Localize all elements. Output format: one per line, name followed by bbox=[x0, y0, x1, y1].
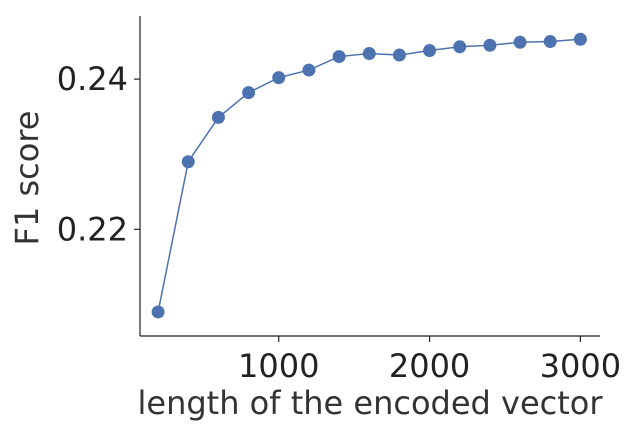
data-point bbox=[543, 35, 557, 49]
data-point bbox=[483, 38, 497, 52]
axes: 1000 2000 3000 0.22 0.24 bbox=[57, 16, 621, 385]
data-point bbox=[211, 110, 225, 124]
data-point bbox=[573, 32, 587, 46]
x-tick-label: 1000 bbox=[238, 347, 319, 385]
x-axis-label: length of the encoded vector bbox=[138, 384, 604, 422]
y-axis-label: F1 score bbox=[8, 111, 46, 246]
data-point bbox=[423, 44, 437, 58]
data-point bbox=[392, 48, 406, 62]
y-tick-label: 0.24 bbox=[57, 60, 128, 98]
data-point bbox=[513, 35, 527, 49]
data-point bbox=[272, 71, 286, 85]
y-tick-label: 0.22 bbox=[57, 210, 128, 248]
x-tick-label: 3000 bbox=[540, 347, 621, 385]
series-line bbox=[157, 38, 581, 313]
data-point bbox=[151, 305, 165, 319]
data-point bbox=[242, 86, 256, 100]
x-tick-label: 2000 bbox=[389, 347, 470, 385]
data-point bbox=[302, 63, 316, 77]
data-point bbox=[181, 155, 195, 169]
data-marks bbox=[151, 32, 587, 319]
data-point bbox=[362, 47, 376, 61]
data-point bbox=[453, 40, 467, 54]
data-point bbox=[332, 50, 346, 64]
